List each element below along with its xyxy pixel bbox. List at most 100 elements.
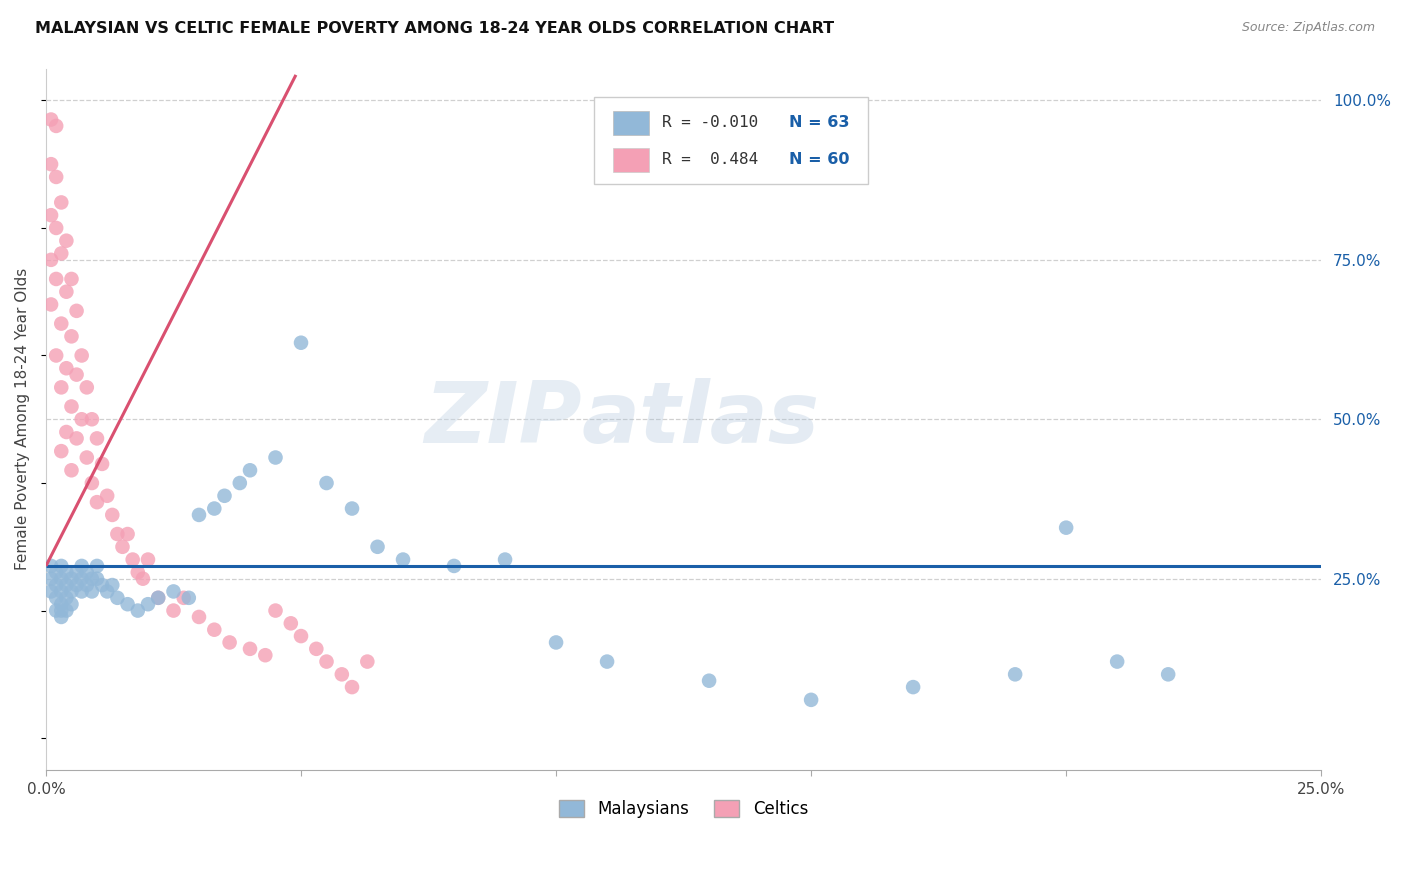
Text: R =  0.484: R = 0.484 (662, 153, 758, 168)
Point (60, 400, 83, 414)
Point (51, 597, 73, 611)
Point (51, 603, 73, 617)
Point (76, 566, 98, 580)
Point (264, 603, 287, 617)
Point (188, 508, 211, 522)
Text: Source: ZipAtlas.com: Source: ZipAtlas.com (1241, 21, 1375, 34)
Point (55, 361, 77, 376)
Point (45, 119, 67, 133)
Point (60, 329, 83, 343)
Point (173, 591, 195, 605)
Point (65, 431, 87, 445)
Point (202, 623, 225, 637)
Point (91, 457, 114, 471)
Point (80, 476, 103, 491)
Point (105, 527, 128, 541)
Point (96, 584, 118, 599)
Point (132, 572, 155, 586)
Point (51, 380, 73, 394)
Text: N = 60: N = 60 (789, 153, 849, 168)
Point (51, 246, 73, 260)
FancyBboxPatch shape (595, 96, 869, 185)
Point (60, 584, 83, 599)
Point (39, 584, 62, 599)
Point (290, 335, 312, 350)
Point (356, 655, 378, 669)
Point (51, 317, 73, 331)
Point (148, 591, 170, 605)
Point (1157, 667, 1180, 681)
Point (202, 501, 225, 516)
Point (65, 303, 87, 318)
FancyBboxPatch shape (613, 111, 650, 135)
Point (315, 655, 337, 669)
Point (315, 476, 337, 491)
Point (392, 552, 415, 566)
Point (51, 558, 73, 573)
Point (51, 444, 73, 458)
Point (544, 635, 567, 649)
Point (51, 195, 73, 210)
Point (697, 673, 720, 688)
Point (305, 641, 328, 656)
Point (39, 572, 62, 586)
Point (39, 208, 62, 222)
Point (148, 591, 170, 605)
Point (254, 648, 277, 663)
Point (800, 693, 823, 707)
Point (60, 272, 83, 286)
Point (330, 667, 353, 681)
Point (39, 252, 62, 267)
Point (39, 297, 62, 311)
Point (65, 368, 87, 382)
Point (494, 552, 516, 566)
Point (45, 169, 67, 184)
Point (55, 425, 77, 439)
Point (188, 610, 211, 624)
Point (55, 603, 77, 617)
Text: atlas: atlas (582, 377, 820, 461)
Point (70, 558, 93, 573)
Point (290, 629, 312, 643)
Point (60, 572, 83, 586)
Point (86, 558, 108, 573)
Point (45, 578, 67, 592)
Legend: Malaysians, Celtics: Malaysians, Celtics (553, 793, 814, 825)
Point (443, 558, 465, 573)
Point (162, 603, 184, 617)
Point (80, 584, 103, 599)
Point (162, 584, 184, 599)
Point (96, 489, 118, 503)
Point (70, 349, 93, 363)
Point (117, 527, 139, 541)
Point (1004, 667, 1026, 681)
Point (239, 463, 262, 477)
Point (51, 584, 73, 599)
Point (45, 221, 67, 235)
Point (45, 566, 67, 580)
Point (39, 112, 62, 127)
Point (76, 450, 98, 465)
Point (51, 572, 73, 586)
Text: ZIP: ZIP (425, 377, 582, 461)
Point (60, 597, 83, 611)
Point (51, 610, 73, 624)
Point (60, 463, 83, 477)
Point (70, 412, 93, 426)
Point (340, 680, 363, 694)
Point (45, 591, 67, 605)
FancyBboxPatch shape (613, 148, 650, 171)
Point (596, 655, 619, 669)
Point (55, 285, 77, 299)
Point (86, 431, 108, 445)
Point (65, 578, 87, 592)
Point (214, 489, 236, 503)
Point (39, 558, 62, 573)
Point (55, 566, 77, 580)
Point (80, 572, 103, 586)
Text: MALAYSIAN VS CELTIC FEMALE POVERTY AMONG 18-24 YEAR OLDS CORRELATION CHART: MALAYSIAN VS CELTIC FEMALE POVERTY AMONG… (35, 21, 834, 36)
Text: R = -0.010: R = -0.010 (662, 115, 758, 130)
Y-axis label: Female Poverty Among 18-24 Year Olds: Female Poverty Among 18-24 Year Olds (15, 268, 30, 570)
Point (117, 597, 139, 611)
Point (218, 635, 240, 649)
